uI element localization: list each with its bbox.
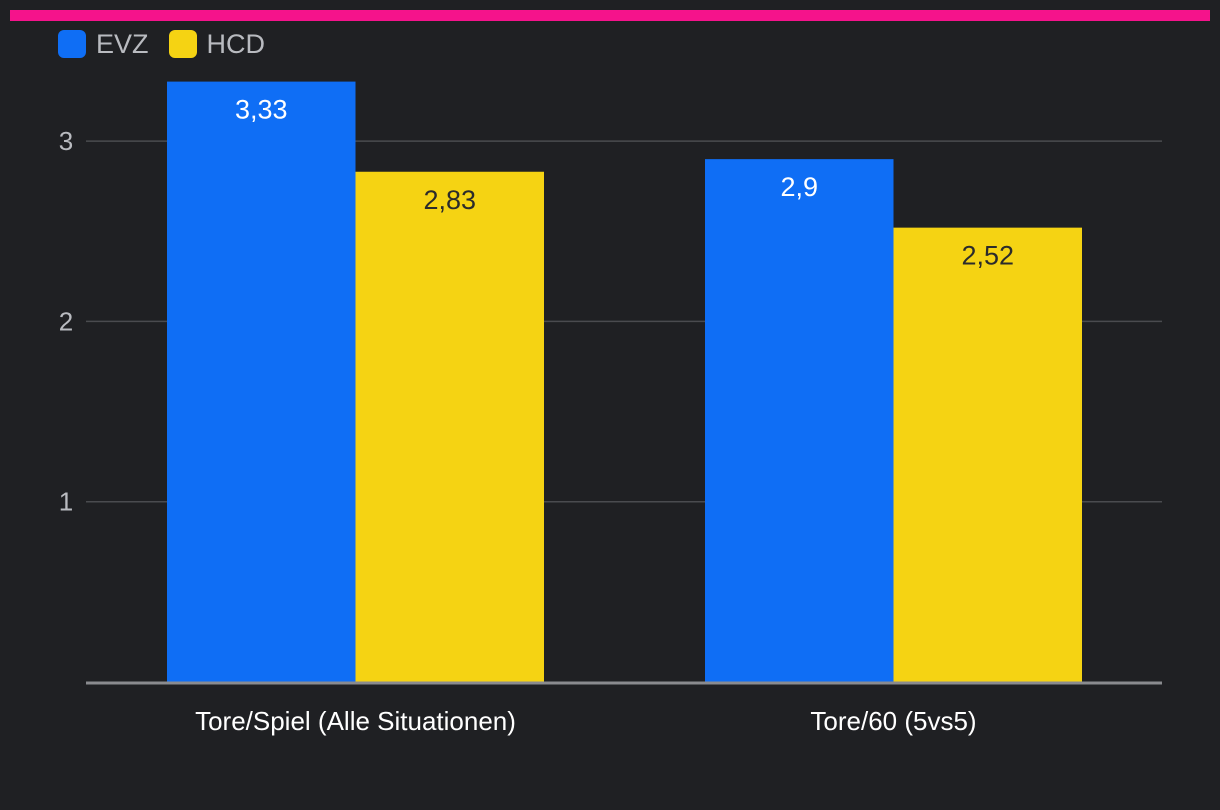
legend-label-hcd: HCD xyxy=(206,28,266,59)
y-tick-label-2: 2 xyxy=(59,306,73,336)
legend-swatch-hcd xyxy=(168,30,197,58)
data-label-hcd-0: 2,83 xyxy=(423,185,476,215)
accent-bar xyxy=(10,10,1210,21)
x-category-label-0: Tore/Spiel (Alle Situationen) xyxy=(195,706,516,736)
data-label-hcd-1: 2,52 xyxy=(961,241,1014,271)
legend-swatch-evz xyxy=(58,30,86,58)
data-label-evz-0: 3,33 xyxy=(235,95,288,125)
x-category-label-1: Tore/60 (5vs5) xyxy=(810,706,976,736)
bar-hcd-0 xyxy=(355,171,544,682)
legend-label-evz: EVZ xyxy=(96,28,149,59)
bar-evz-0 xyxy=(167,81,356,682)
legend-entry-hcd: HCD xyxy=(168,28,266,60)
y-tick-label-3: 3 xyxy=(59,126,73,156)
bar-evz-1 xyxy=(705,159,894,682)
bar-hcd-1 xyxy=(893,227,1082,683)
data-label-evz-1: 2,9 xyxy=(780,172,818,202)
y-tick-label-1: 1 xyxy=(59,487,73,517)
legend-entry-evz: EVZ xyxy=(58,29,149,60)
legend: EVZ HCD xyxy=(58,28,265,60)
